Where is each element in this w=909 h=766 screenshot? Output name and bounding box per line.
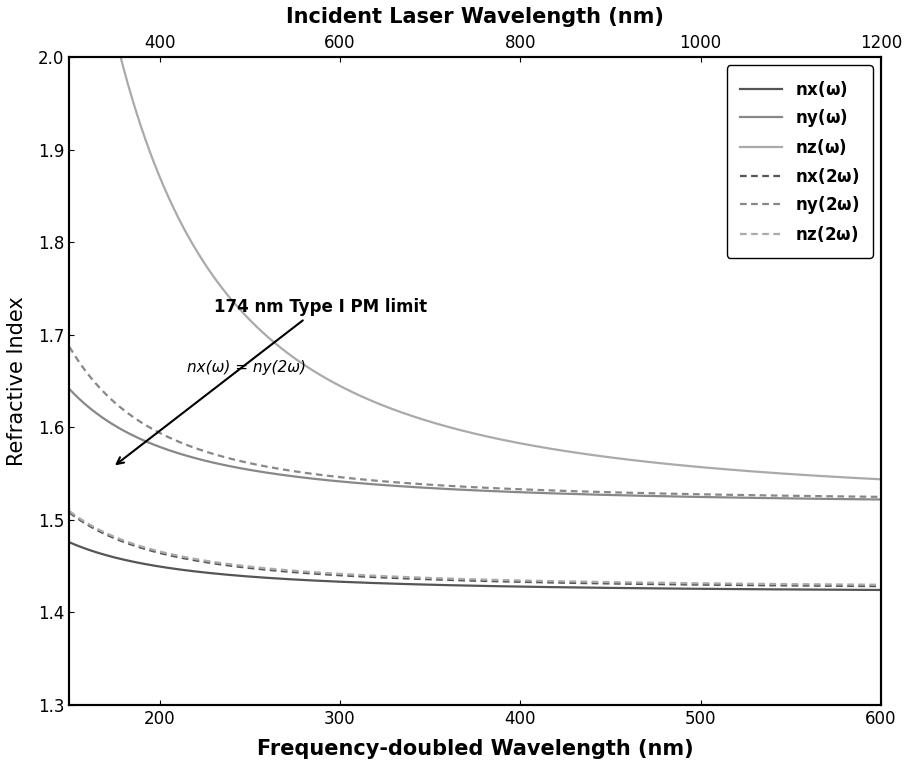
$\mathbf{ny(\omega)}$ bbox=[64, 385, 75, 394]
$\mathbf{nz(\omega)}$ bbox=[437, 421, 448, 430]
$\mathbf{ny(\omega)}$ bbox=[852, 495, 863, 504]
Line: $\mathbf{nz(\omega)}$: $\mathbf{nz(\omega)}$ bbox=[69, 0, 881, 480]
$\mathbf{ny(2\omega)}$ bbox=[852, 492, 863, 501]
$\mathbf{nz(2\omega)}$ bbox=[458, 574, 469, 584]
$\mathbf{nx(\omega)}$ bbox=[875, 585, 886, 594]
$\mathbf{nx(2\omega)}$ bbox=[703, 580, 714, 589]
$\mathbf{nz(\omega)}$ bbox=[703, 463, 714, 473]
$\mathbf{ny(\omega)}$ bbox=[703, 493, 714, 502]
Line: $\mathbf{nz(2\omega)}$: $\mathbf{nz(2\omega)}$ bbox=[69, 511, 881, 584]
$\mathbf{nz(2\omega)}$ bbox=[852, 580, 863, 589]
$\mathbf{nx(2\omega)}$ bbox=[105, 532, 116, 542]
$\mathbf{ny(2\omega)}$ bbox=[852, 492, 863, 501]
Line: $\mathbf{ny(\omega)}$: $\mathbf{ny(\omega)}$ bbox=[69, 389, 881, 499]
$\mathbf{ny(\omega)}$ bbox=[437, 484, 448, 493]
$\mathbf{ny(2\omega)}$ bbox=[458, 482, 469, 491]
$\mathbf{nx(2\omega)}$ bbox=[458, 576, 469, 585]
$\mathbf{nz(2\omega)}$ bbox=[64, 506, 75, 516]
X-axis label: Incident Laser Wavelength (nm): Incident Laser Wavelength (nm) bbox=[286, 7, 664, 27]
$\mathbf{nx(\omega)}$ bbox=[105, 552, 116, 561]
$\mathbf{nz(2\omega)}$ bbox=[875, 580, 886, 589]
X-axis label: Frequency-doubled Wavelength (nm): Frequency-doubled Wavelength (nm) bbox=[257, 739, 694, 759]
Line: $\mathbf{nx(2\omega)}$: $\mathbf{nx(2\omega)}$ bbox=[69, 512, 881, 586]
Legend: $\mathbf{nx(\omega)}$, $\mathbf{ny(\omega)}$, $\mathbf{nz(\omega)}$, $\mathbf{nx: $\mathbf{nx(\omega)}$, $\mathbf{ny(\omeg… bbox=[726, 65, 873, 257]
Y-axis label: Refractive Index: Refractive Index bbox=[7, 296, 27, 466]
$\mathbf{nx(2\omega)}$ bbox=[437, 575, 448, 584]
$\mathbf{nz(\omega)}$ bbox=[852, 473, 863, 483]
$\mathbf{ny(2\omega)}$ bbox=[875, 493, 886, 502]
$\mathbf{ny(\omega)}$ bbox=[875, 495, 886, 504]
$\mathbf{ny(2\omega)}$ bbox=[64, 342, 75, 352]
$\mathbf{nz(2\omega)}$ bbox=[703, 579, 714, 588]
$\mathbf{nz(\omega)}$ bbox=[458, 427, 469, 436]
$\mathbf{ny(2\omega)}$ bbox=[703, 489, 714, 499]
$\mathbf{nz(\omega)}$ bbox=[875, 475, 886, 484]
$\mathbf{nz(2\omega)}$ bbox=[437, 574, 448, 583]
$\mathbf{nx(2\omega)}$ bbox=[852, 581, 863, 591]
$\mathbf{nz(\omega)}$ bbox=[852, 473, 863, 483]
$\mathbf{nx(2\omega)}$ bbox=[852, 581, 863, 591]
Text: 174 nm Type I PM limit: 174 nm Type I PM limit bbox=[116, 298, 427, 464]
$\mathbf{nx(\omega)}$ bbox=[703, 584, 714, 594]
$\mathbf{ny(\omega)}$ bbox=[852, 495, 863, 504]
$\mathbf{nx(\omega)}$ bbox=[437, 581, 448, 590]
$\mathbf{nx(\omega)}$ bbox=[64, 538, 75, 547]
$\mathbf{nx(2\omega)}$ bbox=[875, 581, 886, 591]
Text: nx(ω) = ny(2ω): nx(ω) = ny(2ω) bbox=[186, 359, 305, 375]
$\mathbf{ny(\omega)}$ bbox=[458, 485, 469, 494]
$\mathbf{nz(2\omega)}$ bbox=[105, 531, 116, 540]
Line: $\mathbf{nx(\omega)}$: $\mathbf{nx(\omega)}$ bbox=[69, 542, 881, 590]
Line: $\mathbf{ny(2\omega)}$: $\mathbf{ny(2\omega)}$ bbox=[69, 347, 881, 497]
$\mathbf{ny(\omega)}$ bbox=[105, 418, 116, 427]
$\mathbf{nz(2\omega)}$ bbox=[852, 580, 863, 589]
$\mathbf{nz(\omega)}$ bbox=[105, 12, 116, 21]
$\mathbf{ny(2\omega)}$ bbox=[105, 394, 116, 404]
$\mathbf{nx(\omega)}$ bbox=[852, 585, 863, 594]
$\mathbf{ny(2\omega)}$ bbox=[437, 481, 448, 490]
$\mathbf{nx(2\omega)}$ bbox=[64, 508, 75, 517]
$\mathbf{nx(\omega)}$ bbox=[458, 581, 469, 590]
$\mathbf{nx(\omega)}$ bbox=[852, 585, 863, 594]
